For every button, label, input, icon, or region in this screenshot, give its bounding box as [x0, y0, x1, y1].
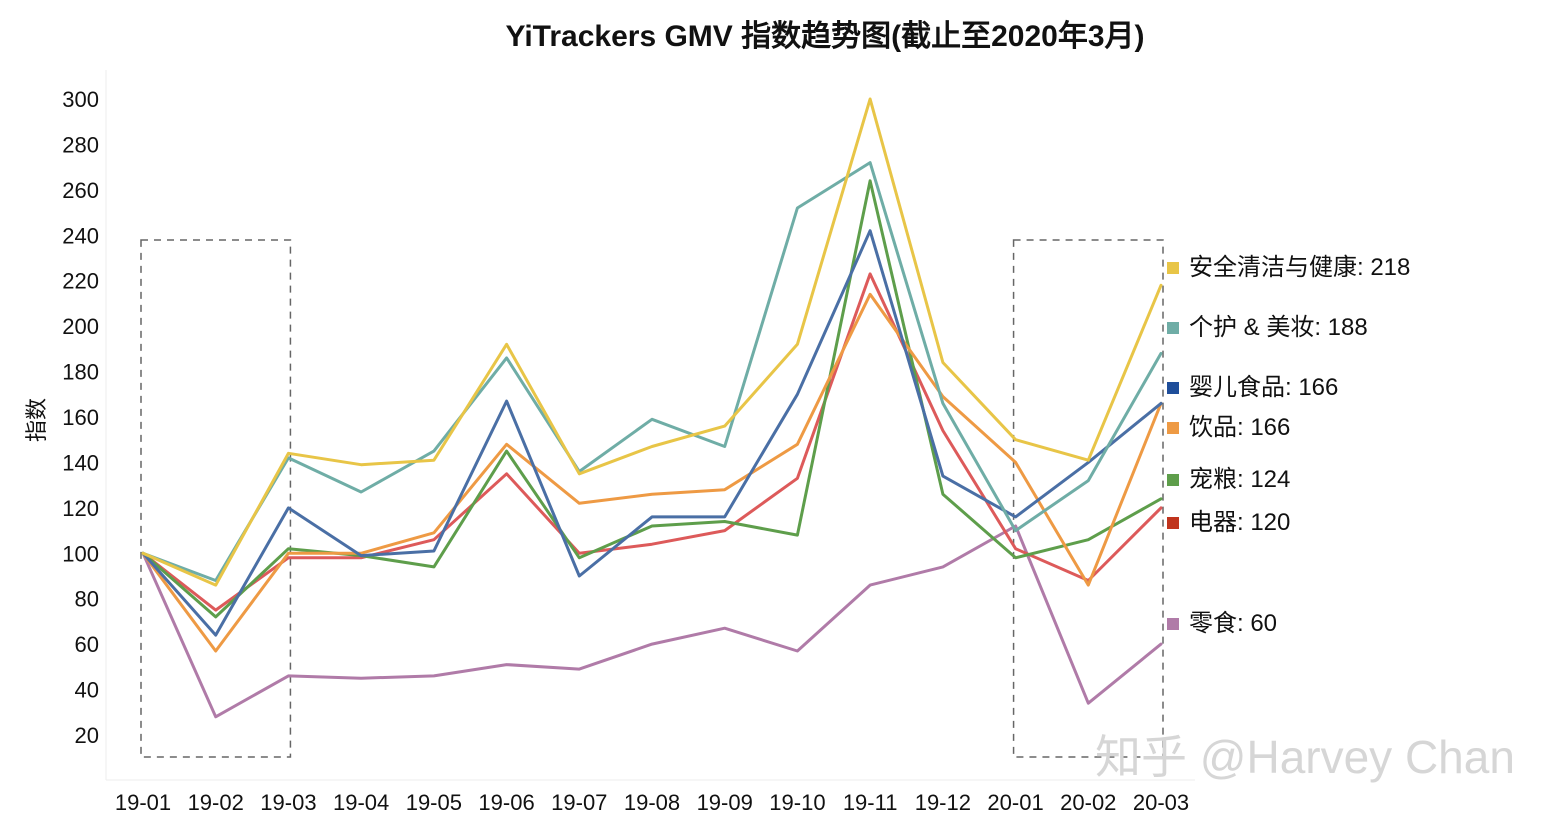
x-tick-label: 20-01: [987, 790, 1043, 815]
legend-label: 零食: 60: [1189, 610, 1277, 637]
chart-title: YiTrackers GMV 指数趋势图(截止至2020年3月): [505, 20, 1144, 53]
y-tick-label: 180: [62, 360, 99, 385]
legend-marker: [1167, 382, 1179, 394]
highlight-box: [1012, 239, 1164, 758]
series-line: [141, 524, 1163, 719]
series-line: [141, 292, 1163, 653]
x-tick-label: 19-04: [333, 790, 389, 815]
x-tick-label: 19-11: [843, 790, 898, 815]
legend-label: 婴儿食品: 166: [1189, 374, 1338, 401]
x-tick-label: 19-07: [551, 790, 607, 815]
y-tick-label: 200: [62, 314, 99, 339]
x-tick-label: 19-08: [624, 790, 680, 815]
series-lines: [141, 97, 1163, 719]
y-tick-label: 160: [62, 405, 99, 430]
y-tick-label: 240: [62, 223, 99, 248]
y-tick-label: 120: [62, 496, 99, 521]
y-tick-label: 20: [75, 723, 99, 748]
series-line: [141, 229, 1163, 637]
y-tick-label: 40: [75, 678, 99, 703]
x-tick-label: 19-12: [915, 790, 971, 815]
x-tick-label: 20-02: [1060, 790, 1116, 815]
y-tick-label: 140: [62, 450, 99, 475]
x-tick-label: 19-09: [697, 790, 753, 815]
y-axis-label: 指数: [24, 398, 49, 442]
legend-marker: [1167, 474, 1179, 486]
x-tick-label: 19-03: [260, 790, 316, 815]
y-tick-label: 80: [75, 587, 99, 612]
y-axis-ticks: 20 40 60 80 100 120 140 160 180 200 220 240 260 280 30…: [62, 87, 99, 748]
y-tick-label: 260: [62, 178, 99, 203]
legend-marker: [1167, 517, 1179, 529]
legend-marker: [1167, 322, 1179, 334]
highlight-boxes: [140, 239, 1164, 758]
y-tick-label: 300: [62, 87, 99, 112]
legend-label: 饮品: 166: [1189, 414, 1290, 441]
legend-marker: [1167, 422, 1179, 434]
x-tick-label: 19-02: [188, 790, 244, 815]
legend-label: 个护 & 美妆: 188: [1189, 314, 1368, 341]
x-tick-label: 20-03: [1133, 790, 1189, 815]
y-tick-label: 220: [62, 269, 99, 294]
x-tick-label: 19-06: [478, 790, 534, 815]
x-axis-ticks: 19-01 19-02 19-03 19-04 19-05 19-06 19-07 19-08…: [115, 790, 1189, 815]
highlight-box: [140, 239, 292, 758]
legend-label: 安全清洁与健康: 218: [1189, 254, 1410, 281]
legend: 安全清洁与健康: 218 个护 & 美妆: 188 婴儿食品: 166 饮品: 166…: [1167, 254, 1410, 637]
x-tick-label: 19-01: [115, 790, 171, 815]
series-line: [141, 272, 1163, 612]
series-line: [141, 97, 1163, 587]
x-tick-label: 19-05: [406, 790, 462, 815]
legend-marker: [1167, 262, 1179, 274]
y-tick-label: 60: [75, 632, 99, 657]
y-tick-label: 280: [62, 132, 99, 157]
legend-label: 宠粮: 124: [1189, 466, 1290, 493]
y-tick-label: 100: [62, 541, 99, 566]
x-tick-label: 19-10: [769, 790, 825, 815]
series-line: [141, 179, 1163, 619]
legend-label: 电器: 120: [1189, 509, 1290, 536]
series-line: [141, 161, 1163, 582]
watermark: 知乎 @Harvey Chan: [1095, 731, 1515, 783]
legend-marker: [1167, 618, 1179, 630]
